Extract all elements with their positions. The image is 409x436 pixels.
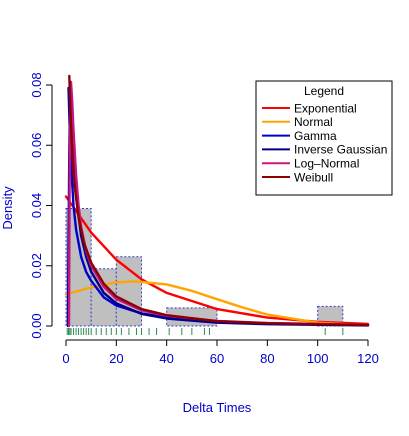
- legend-label: Gamma: [294, 129, 337, 143]
- rug-marks: [66, 328, 344, 335]
- x-tick-label: 80: [260, 351, 274, 366]
- legend-label: Exponential: [294, 101, 357, 115]
- legend-label: Normal: [294, 115, 333, 129]
- legend-label: Log–Normal: [294, 157, 359, 171]
- x-tick-label: 120: [357, 351, 379, 366]
- legend-label: Inverse Gaussian: [294, 143, 387, 157]
- curve-normal: [64, 280, 370, 327]
- y-tick-label: 0.04: [29, 193, 44, 218]
- y-axis-label: Density: [0, 186, 15, 230]
- legend-label: Weibull: [294, 170, 333, 184]
- y-tick-label: 0.00: [29, 313, 44, 338]
- x-tick-label: 20: [109, 351, 123, 366]
- axes: 0 20 40 60 80 100 120 0.00 0.02 0.04 0.06 0.08: [29, 72, 379, 366]
- x-tick-label: 60: [210, 351, 224, 366]
- histogram-bars: [65, 208, 344, 327]
- y-tick-label: 0.06: [29, 133, 44, 158]
- x-tick-label: 40: [159, 351, 173, 366]
- histogram-bar: [115, 256, 143, 327]
- fitted-curves: [64, 74, 370, 328]
- x-tick-label: 0: [62, 351, 69, 366]
- legend-title: Legend: [304, 84, 344, 98]
- x-axis-label: Delta Times: [183, 400, 252, 415]
- y-tick-label: 0.02: [29, 253, 44, 278]
- curve-weibull: [68, 74, 370, 327]
- x-tick-label: 100: [307, 351, 329, 366]
- y-tick-label: 0.08: [29, 72, 44, 97]
